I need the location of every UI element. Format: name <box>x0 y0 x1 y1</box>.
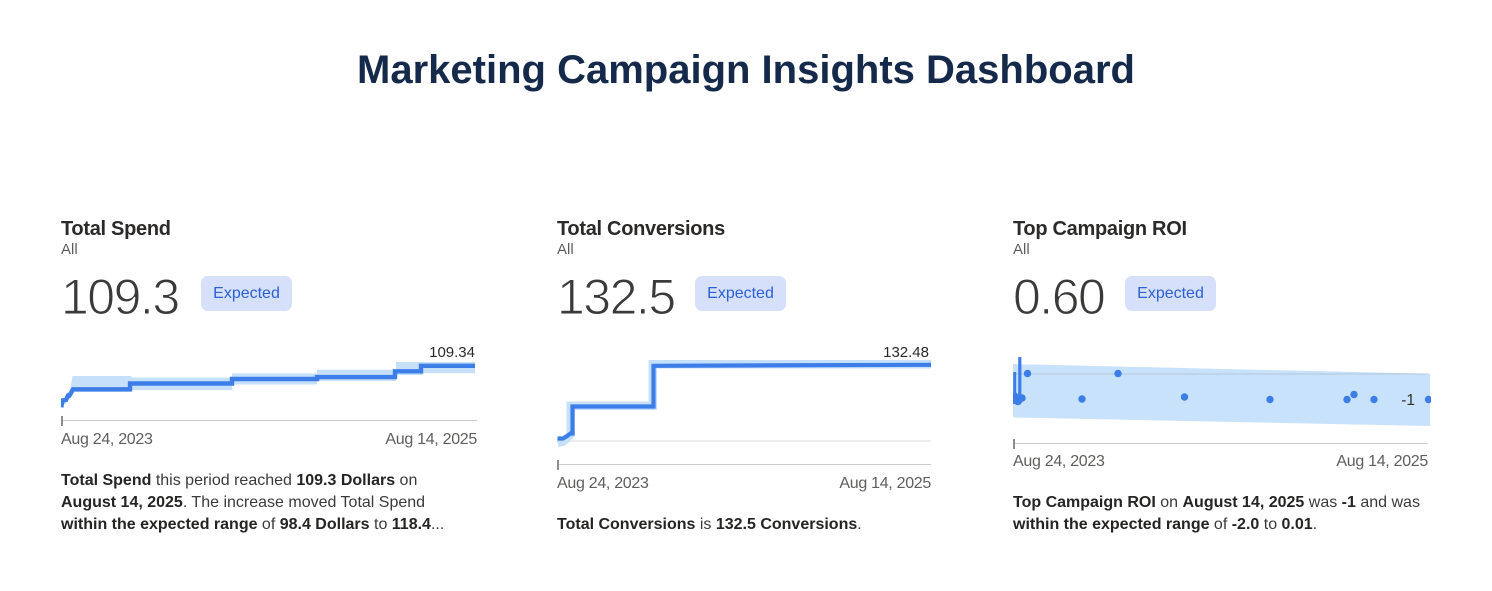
svg-text:-1: -1 <box>1401 392 1415 409</box>
